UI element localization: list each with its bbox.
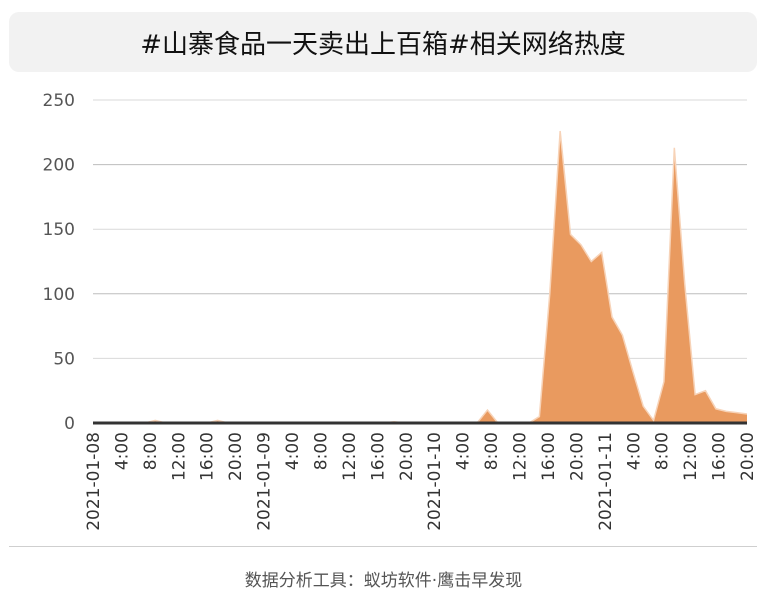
y-tick-label: 200 [43,156,75,176]
x-tick-label: 12:00 [169,432,189,481]
x-tick-label: 16:00 [368,432,388,481]
x-tick-label: 20:00 [397,432,417,481]
y-tick-label: 0 [64,414,75,434]
x-tick-label: 4:00 [283,432,303,470]
footer-credit: 数据分析工具：蚁坊软件·鹰击早发现 [244,571,523,591]
x-tick-label: 12:00 [340,432,360,481]
x-tick-label: 2021-01-10 [425,432,445,531]
chart-title: #山寨食品一天卖出上百箱#相关网络热度 [140,29,626,60]
x-tick-label: 2021-01-08 [84,432,104,531]
x-tick-label: 16:00 [710,432,730,481]
x-tick-label: 16:00 [539,432,559,481]
x-axis-tick-labels: 2021-01-08 4:00 8:00 12:00 16:00 20:00 2021-01… [84,432,758,531]
x-tick-label: 2021-01-11 [596,432,616,531]
x-tick-label: 16:00 [198,432,218,481]
grid-lines [93,99,747,359]
x-tick-label: 4:00 [624,432,644,470]
x-tick-label: 20:00 [226,432,246,481]
x-tick-label: 20:00 [567,432,587,481]
series-area [93,130,748,424]
x-tick-label: 8:00 [653,432,673,470]
x-tick-label: 4:00 [454,432,474,470]
x-tick-label: 8:00 [482,432,502,470]
y-tick-label: 150 [43,220,75,240]
y-tick-label: 250 [43,91,75,111]
x-tick-label: 4:00 [112,432,132,470]
area-fill [93,131,747,423]
x-tick-label: 8:00 [311,432,331,470]
y-tick-label: 100 [43,285,75,305]
x-tick-label: 20:00 [738,432,758,481]
y-tick-label: 50 [53,349,75,369]
x-tick-label: 2021-01-09 [255,432,275,531]
y-axis-tick-labels: 0 50 100 150 200 250 [43,91,75,434]
x-tick-label: 12:00 [681,432,701,481]
footer-divider [9,546,757,547]
chart-title-box: #山寨食品一天卖出上百箱#相关网络热度 [9,12,757,72]
x-tick-label: 8:00 [141,432,161,470]
area-outline [93,130,748,424]
x-tick-label: 12:00 [511,432,531,481]
